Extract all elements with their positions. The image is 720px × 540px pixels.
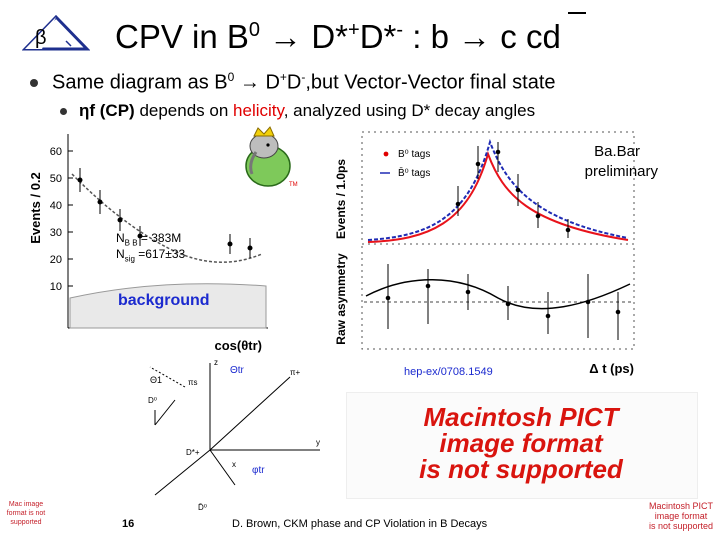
fit-blue	[367, 138, 629, 241]
d0-label: D⁰	[148, 396, 157, 405]
right-ylabel-top: Events / 1.0ps	[334, 159, 348, 239]
right-xlabel: Δ t (ps)	[589, 361, 634, 376]
ytick-60: 60	[50, 146, 62, 158]
asymmetry-points	[385, 264, 621, 340]
delta-t-plot: Events / 1.0ps Raw asymmetry B⁰ tags B̄⁰…	[334, 131, 659, 376]
legend-b0bar-tags: B̄⁰ tags	[398, 166, 430, 179]
bullet-dot	[60, 108, 67, 116]
title-overbar	[568, 12, 586, 14]
left-xlabel: cos(θtr)	[215, 338, 262, 353]
tm-mark: TM	[289, 182, 298, 188]
ytick-10: 10	[50, 281, 62, 293]
left-data-points	[77, 168, 253, 258]
z-axis-label: z	[214, 358, 218, 367]
babar-elephant-logo: TM	[245, 126, 298, 188]
x-axis-label: x	[232, 460, 236, 469]
reference-label: hep-ex/0708.1549	[404, 366, 493, 378]
ytick-30: 30	[50, 227, 62, 239]
ytick-20: 20	[50, 254, 62, 266]
babar-label: Ba.Bar	[594, 143, 640, 160]
beta-symbol: β	[35, 27, 47, 49]
nsig-label: Nsig =617±33	[116, 247, 186, 264]
left-ylabel: Events / 0.2	[28, 172, 43, 244]
ytick-50: 50	[50, 173, 62, 185]
right-ylabel-bottom: Raw asymmetry	[334, 253, 348, 345]
left-background-region	[69, 283, 267, 329]
asymmetry-fit	[365, 279, 631, 310]
bullet-helicity: ηf (CP) depends on helicity, analyzed us…	[60, 101, 535, 121]
right-data-points	[455, 142, 571, 238]
beta-triangle-logo: β	[22, 14, 90, 51]
left-mini-pict: Mac image format is not supported	[6, 501, 46, 526]
decay-angle-diagram: Θ1 πs D⁰ Θtr π+ D*+ φtr x y z D̄⁰	[148, 358, 320, 512]
left-yticks: 60 50 40 30 20 10	[50, 146, 62, 293]
background-label: background	[118, 292, 210, 309]
ytick-40: 40	[50, 200, 62, 212]
y-axis-label: y	[316, 438, 320, 447]
pict-message: Macintosh PICT image format is not suppo…	[419, 402, 623, 484]
slide-title: CPV in B0 → D*+D*- : b → c cd	[115, 18, 561, 55]
pi-s-label: πs	[188, 378, 198, 387]
nbb-label: NB B = 383M	[116, 231, 182, 248]
bullet-vector-vector: Same diagram as B0 → D+D-,but Vector-Vec…	[30, 70, 556, 95]
pict-placeholder	[346, 392, 698, 499]
dstar-label: D*+	[186, 448, 200, 457]
legend-b0-tags: B⁰ tags	[398, 149, 430, 160]
theta-tr-label: Θtr	[230, 365, 245, 376]
fit-red	[367, 150, 629, 243]
pi-plus-label: π+	[290, 368, 301, 377]
left-fit-curve	[71, 173, 263, 263]
bullet-dot	[30, 79, 38, 88]
cos-theta-histogram: Events / 0.2 60 50 40 30 20 10 cos(θtr)	[28, 134, 268, 353]
footer-citation: D. Brown, CKM phase and CP Violation in …	[232, 518, 488, 530]
d0-bottom-label: D̄⁰	[198, 503, 207, 512]
page-number: 16	[122, 518, 135, 530]
theta1-label: Θ1	[150, 375, 162, 385]
right-mini-pict: Macintosh PICT image format is not suppo…	[648, 501, 714, 531]
preliminary-label: preliminary	[585, 163, 659, 180]
phi-tr-label: φtr	[252, 465, 265, 476]
